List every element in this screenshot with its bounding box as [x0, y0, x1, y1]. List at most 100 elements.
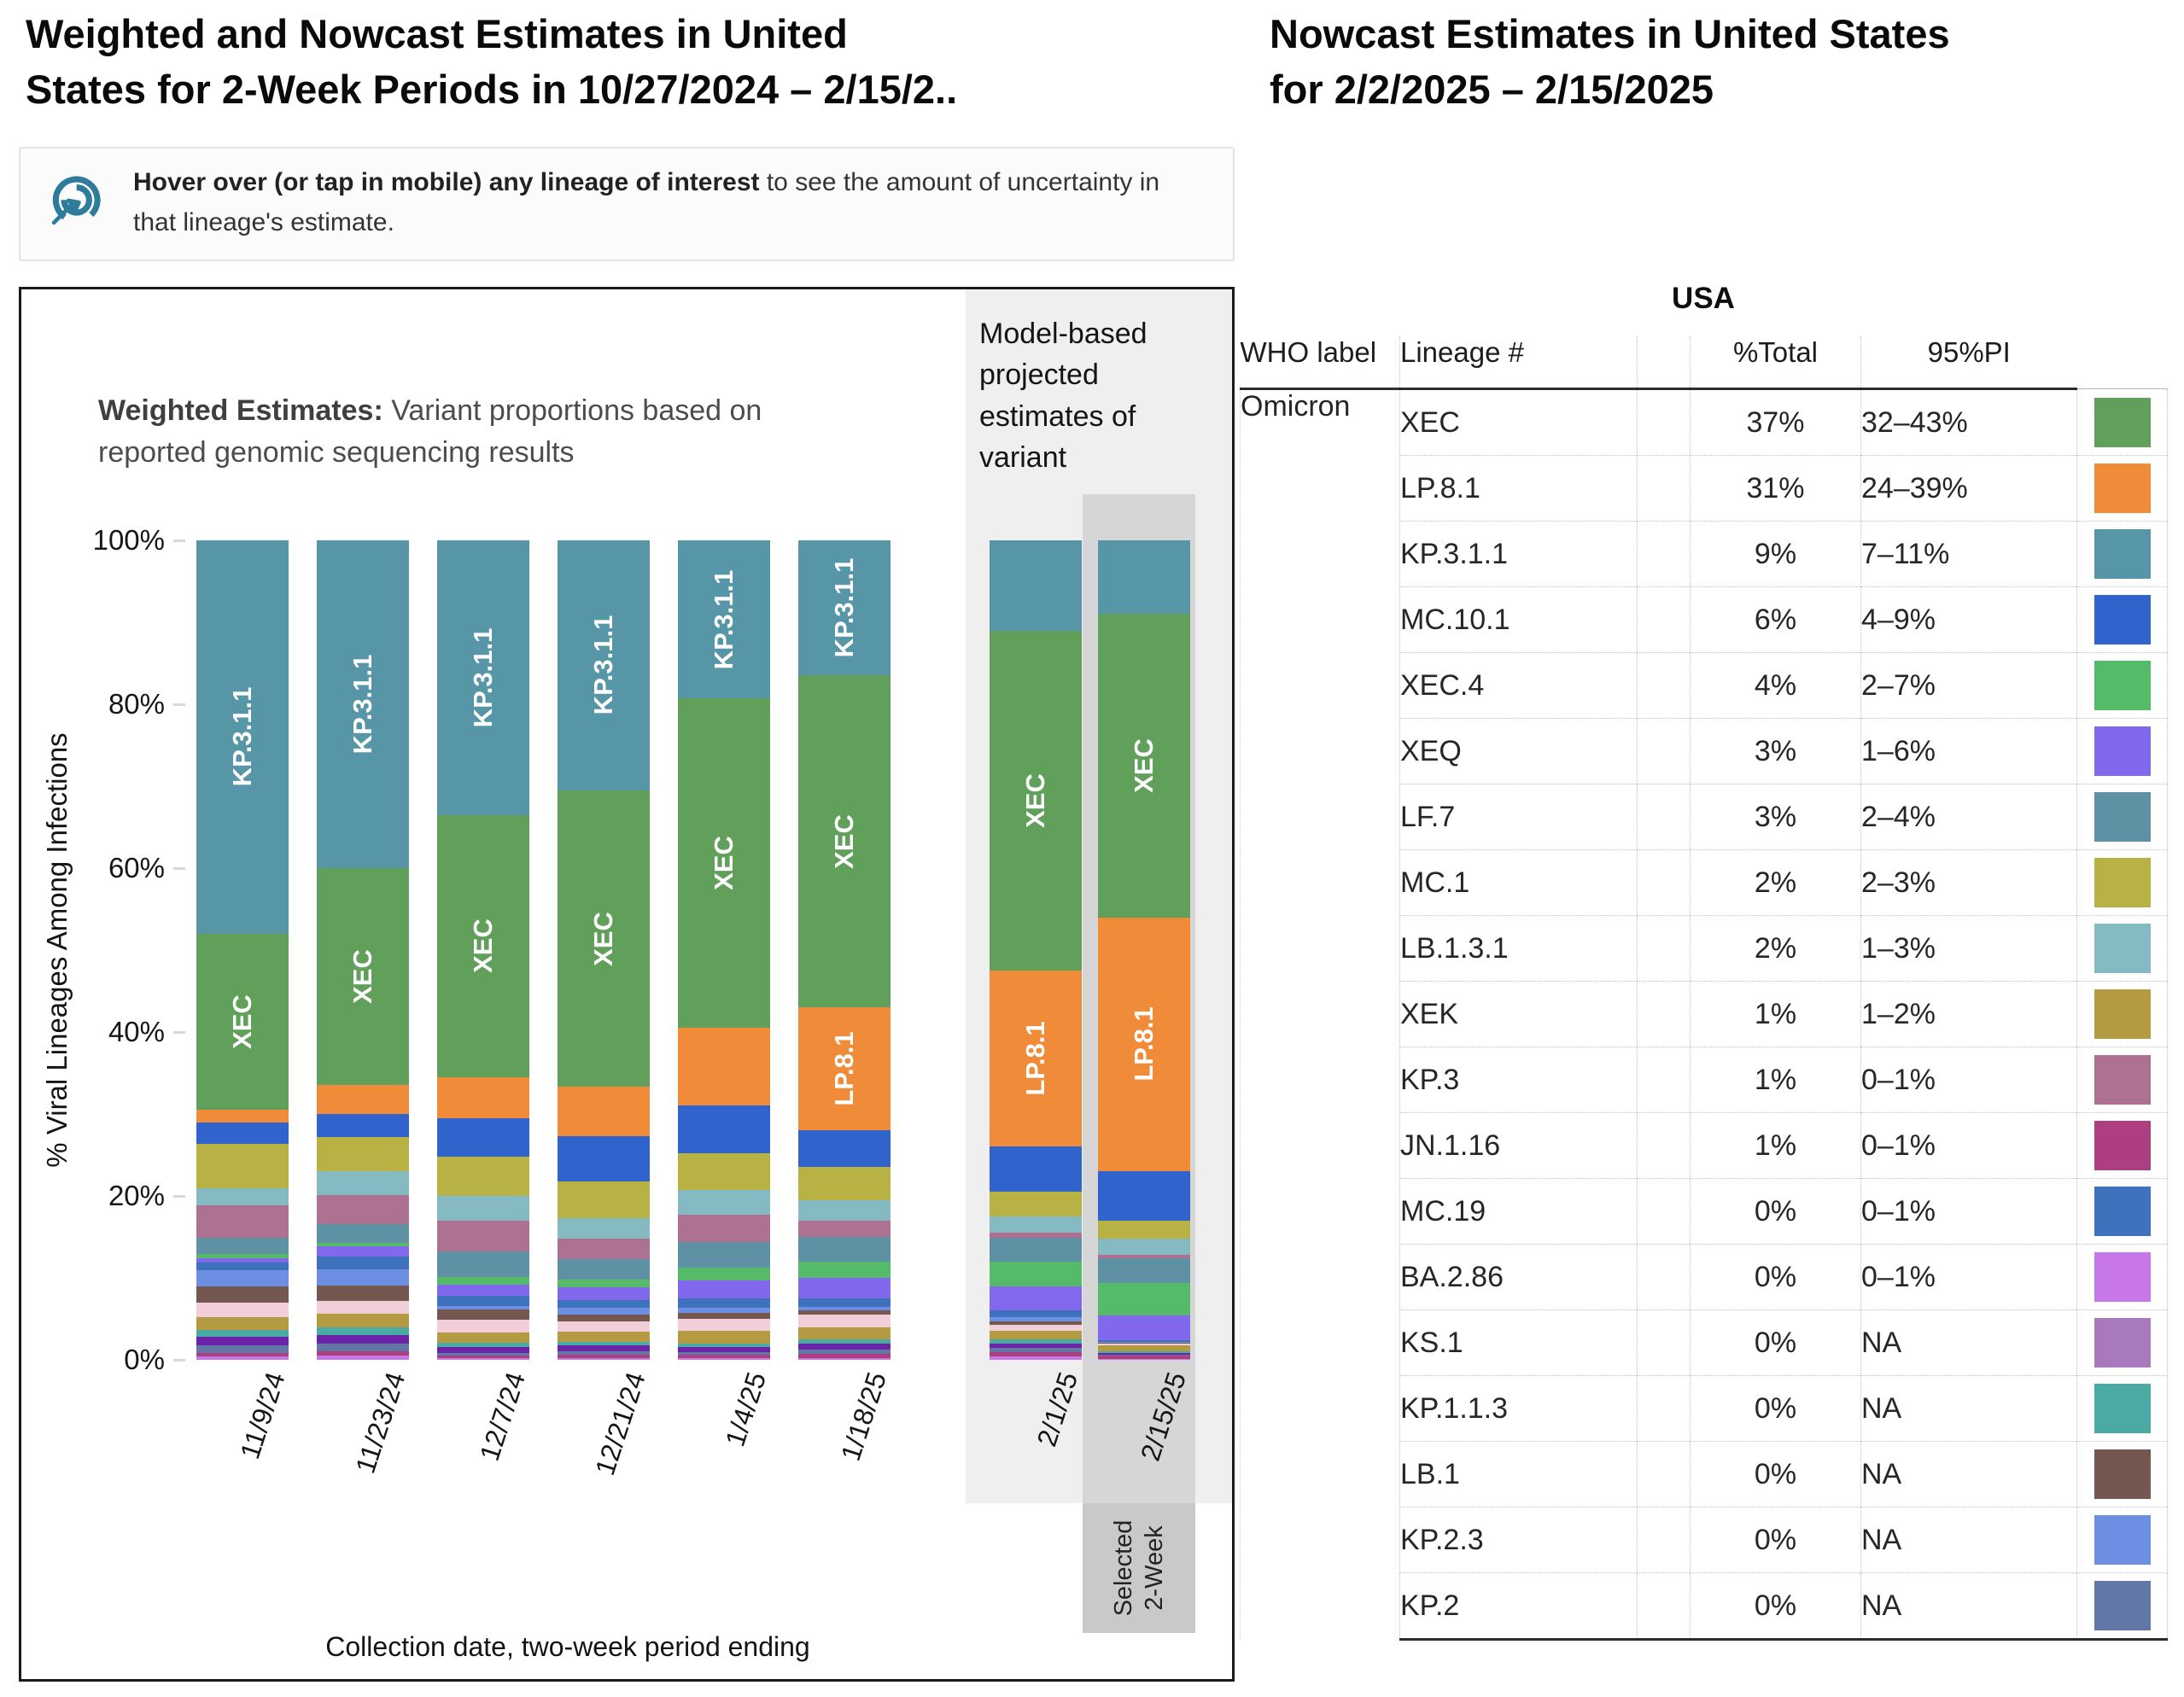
- bar-segment-other-purple[interactable]: [196, 1337, 289, 1345]
- bar-segment-other-pink[interactable]: [1098, 1343, 1190, 1345]
- bar-segment-XEQ[interactable]: [317, 1246, 409, 1257]
- bar-segment-LB.1.3.1[interactable]: [558, 1217, 650, 1239]
- bar-segment-KP.2[interactable]: [1098, 1355, 1190, 1356]
- bar-segment-XEC[interactable]: XEC: [558, 790, 650, 1088]
- bar-segment-KP.3.1.1[interactable]: KP.3.1.1: [678, 540, 770, 699]
- bar-segment-KP.1.1.3[interactable]: [1098, 1351, 1190, 1354]
- bar-segment-KP.1.1.3[interactable]: [678, 1343, 770, 1347]
- bar-segment-LF.7[interactable]: [1098, 1257, 1190, 1283]
- bar-segment-BA.2.86[interactable]: [437, 1357, 529, 1360]
- bar-segment-KP.1.1.3[interactable]: [196, 1330, 289, 1337]
- bar-segment-MC.19[interactable]: [437, 1296, 529, 1306]
- bar-segment-KP.3.1.1[interactable]: KP.3.1.1: [196, 540, 289, 934]
- bar-segment-XEC.4[interactable]: [1098, 1282, 1190, 1316]
- bar-segment-LB.1[interactable]: [437, 1309, 529, 1320]
- bar-segment-MC.1[interactable]: [437, 1156, 529, 1196]
- bar-segment-other-purple[interactable]: [798, 1343, 891, 1350]
- bar-segment-BA.2.86[interactable]: [558, 1357, 650, 1360]
- bar-segment-XEK[interactable]: [678, 1331, 770, 1344]
- bar-segment-LP.8.1[interactable]: [558, 1087, 650, 1136]
- bar-segment-other-purple[interactable]: [990, 1343, 1082, 1349]
- bar-segment-other-pink[interactable]: [678, 1318, 770, 1332]
- bar-segment-other-purple[interactable]: [558, 1344, 650, 1352]
- bar-segment-LF.7[interactable]: [317, 1223, 409, 1243]
- bar-segment-XEQ[interactable]: [678, 1280, 770, 1298]
- bar-segment-LB.1[interactable]: [798, 1310, 891, 1315]
- bar-segment-KP.2.3[interactable]: [196, 1270, 289, 1287]
- bar-segment-KP.1.1.3[interactable]: [437, 1342, 529, 1347]
- bar-segment-MC.1[interactable]: [798, 1167, 891, 1200]
- bar-segment-BA.2.86[interactable]: [196, 1356, 289, 1360]
- bar-segment-other-pink[interactable]: [990, 1324, 1082, 1332]
- bar-segment-XEC[interactable]: XEC: [1098, 614, 1190, 918]
- bar-segment-LB.1.3.1[interactable]: [1098, 1238, 1190, 1256]
- bar-segment-MC.1[interactable]: [317, 1136, 409, 1172]
- bar-segment-XEK[interactable]: [437, 1333, 529, 1343]
- bar-segment-LP.8.1[interactable]: LP.8.1: [990, 970, 1082, 1147]
- bar-segment-KP.3[interactable]: [437, 1220, 529, 1252]
- bar-segment-KP.3.1.1[interactable]: KP.3.1.1: [558, 540, 650, 790]
- bar-segment-XEC.4[interactable]: [558, 1279, 650, 1288]
- bar-segment-LF.7[interactable]: [678, 1241, 770, 1268]
- bar-segment-KP.2.3[interactable]: [317, 1269, 409, 1286]
- bar-segment-KP.3[interactable]: [1098, 1255, 1190, 1258]
- bar-segment-KP.2.3[interactable]: [558, 1308, 650, 1315]
- bar-segment-KP.2.3[interactable]: [1098, 1341, 1190, 1343]
- bar-segment-LB.1.3.1[interactable]: [437, 1195, 529, 1221]
- bar-segment-XEQ[interactable]: [1098, 1315, 1190, 1340]
- bar-segment-MC.1[interactable]: [558, 1181, 650, 1218]
- bar-segment-LP.8.1[interactable]: LP.8.1: [1098, 917, 1190, 1172]
- bar-segment-MC.10.1[interactable]: [798, 1130, 891, 1168]
- bar-segment-other-purple[interactable]: [317, 1335, 409, 1344]
- bar-segment-MC.19[interactable]: [1098, 1339, 1190, 1342]
- bar-segment-MC.10.1[interactable]: [990, 1146, 1082, 1193]
- bar-segment-other-pink[interactable]: [196, 1302, 289, 1317]
- bar-segment-MC.19[interactable]: [317, 1256, 409, 1270]
- bar-segment-XEC[interactable]: XEC: [196, 933, 289, 1111]
- bar-segment-KP.3.1.1[interactable]: KP.3.1.1: [798, 540, 891, 676]
- bar-segment-KP.3[interactable]: [196, 1204, 289, 1238]
- bar-segment-BA.2.86[interactable]: [1098, 1358, 1190, 1360]
- bar-segment-XEC.4[interactable]: [990, 1261, 1082, 1286]
- bar-segment-LP.8.1[interactable]: [437, 1076, 529, 1118]
- bar-segment-XEK[interactable]: [196, 1316, 289, 1331]
- bar-segment-LB.1[interactable]: [196, 1286, 289, 1303]
- bar-segment-JN.1.16[interactable]: [317, 1351, 409, 1356]
- bar-segment-KP.2[interactable]: [317, 1343, 409, 1352]
- bar-segment-KP.2[interactable]: [196, 1344, 289, 1354]
- bar-segment-XEQ[interactable]: [437, 1284, 529, 1297]
- bar-segment-KP.3[interactable]: [317, 1195, 409, 1224]
- bar-segment-KP.2[interactable]: [437, 1353, 529, 1356]
- bar-segment-other-purple[interactable]: [1098, 1353, 1190, 1356]
- bar-segment-XEK[interactable]: [798, 1327, 891, 1339]
- bar-segment-XEC[interactable]: XEC: [437, 814, 529, 1077]
- bar-segment-XEC[interactable]: XEC: [317, 868, 409, 1086]
- bar-segment-LF.7[interactable]: [196, 1237, 289, 1255]
- bar-segment-KP.3[interactable]: [798, 1220, 891, 1237]
- bar-segment-MC.10.1[interactable]: [678, 1105, 770, 1154]
- bar-segment-LB.1[interactable]: [678, 1313, 770, 1319]
- bar-segment-KP.1.1.3[interactable]: [990, 1338, 1082, 1344]
- bar-segment-KP.2[interactable]: [558, 1351, 650, 1356]
- bar-segment-MC.1[interactable]: [1098, 1220, 1190, 1239]
- bar-segment-XEC.4[interactable]: [317, 1242, 409, 1247]
- bar-segment-MC.10.1[interactable]: [196, 1122, 289, 1144]
- bar-segment-KP.1.1.3[interactable]: [317, 1327, 409, 1336]
- bar-segment-XEC[interactable]: XEC: [990, 630, 1082, 971]
- bar-segment-MC.19[interactable]: [798, 1298, 891, 1307]
- bar-segment-JN.1.16[interactable]: [990, 1352, 1082, 1357]
- bar-segment-KP.2.3[interactable]: [798, 1306, 891, 1311]
- bar-segment-JN.1.16[interactable]: [196, 1353, 289, 1357]
- bar-segment-LF.7[interactable]: [798, 1236, 891, 1262]
- bar-segment-MC.19[interactable]: [196, 1262, 289, 1271]
- bar-segment-KP.2.3[interactable]: [678, 1308, 770, 1314]
- bar-segment-XEK[interactable]: [558, 1332, 650, 1342]
- bar-segment-MC.19[interactable]: [990, 1310, 1082, 1317]
- bar-segment-XEC[interactable]: XEC: [678, 698, 770, 1029]
- bar-segment-LP.8.1[interactable]: [196, 1110, 289, 1123]
- bar-segment-BA.2.86[interactable]: [678, 1357, 770, 1360]
- bar-segment-XEK[interactable]: [317, 1314, 409, 1328]
- bar-segment-LP.8.1[interactable]: [317, 1085, 409, 1114]
- bar-segment-JN.1.16[interactable]: [558, 1355, 650, 1358]
- bar-segment-LP.8.1[interactable]: LP.8.1: [798, 1007, 891, 1131]
